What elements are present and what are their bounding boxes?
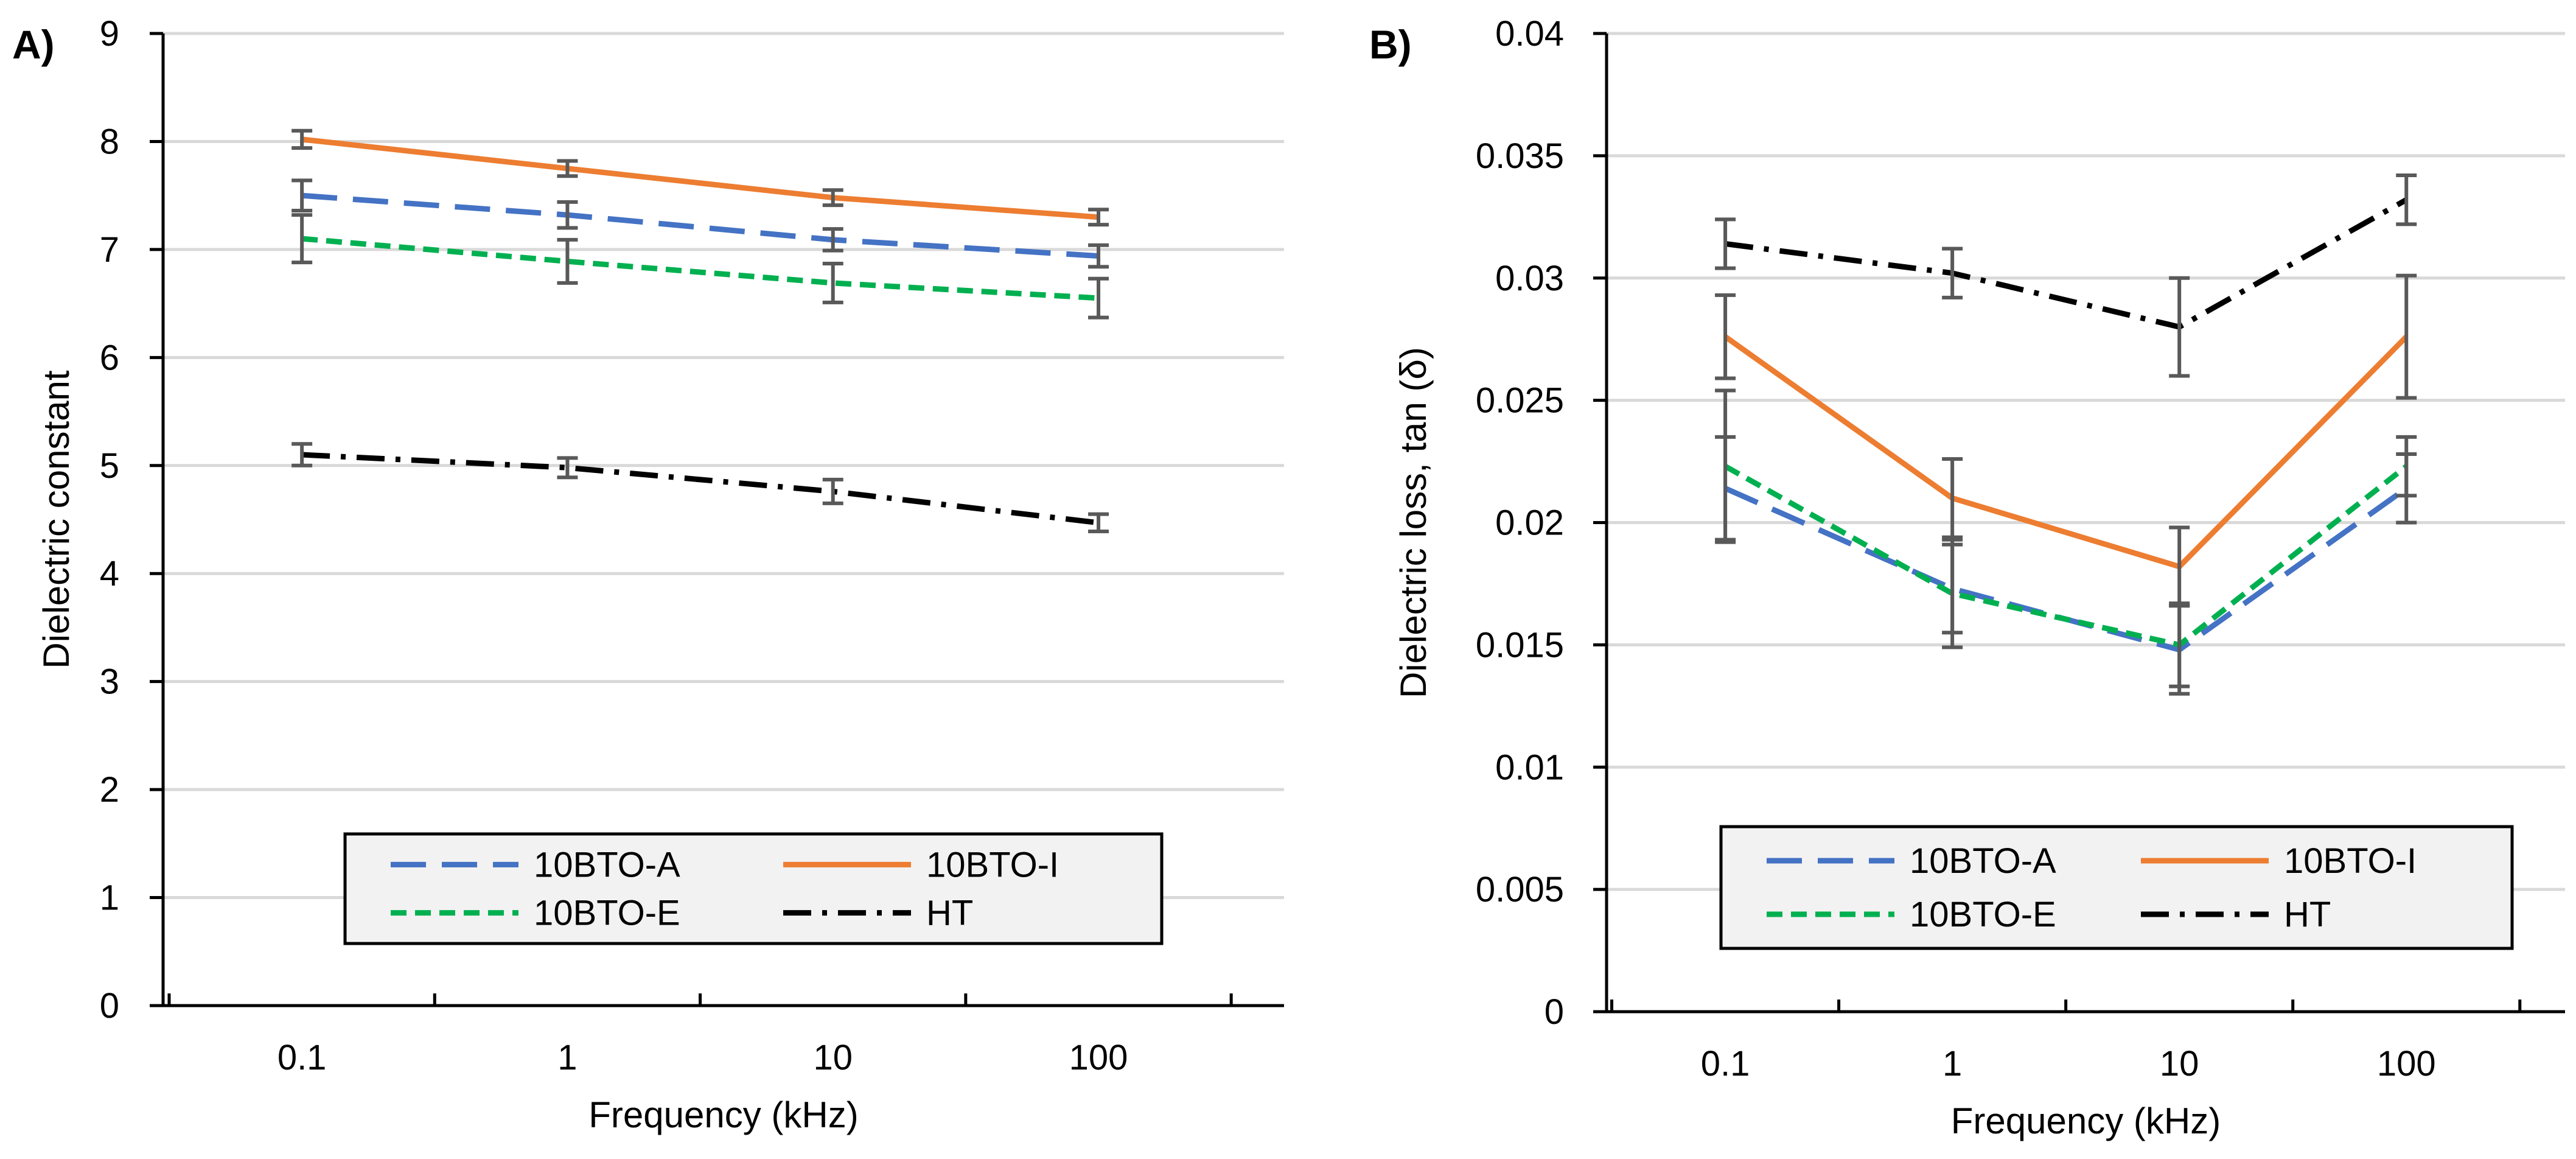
legend: 10BTO-A 10BTO-I 10BTO-E HT bbox=[343, 832, 1164, 945]
legend-label: 10BTO-I bbox=[926, 845, 1059, 884]
legend-label: HT bbox=[926, 894, 973, 933]
error-bar bbox=[822, 227, 843, 253]
error-bar bbox=[291, 178, 313, 213]
x-tick-label: 100 bbox=[1069, 1038, 1128, 1077]
error-bar bbox=[1942, 537, 1963, 650]
y-tick-label: 0.015 bbox=[1476, 625, 1564, 665]
error-bar bbox=[291, 442, 313, 467]
y-tick-label: 0 bbox=[1545, 992, 1564, 1032]
error-bar bbox=[557, 200, 578, 230]
error-bar bbox=[1942, 247, 1963, 299]
error-bar bbox=[1715, 217, 1736, 270]
error-bar bbox=[1715, 388, 1736, 544]
legend-item-10bto-a: 10BTO-A bbox=[1767, 841, 2056, 881]
error-bar bbox=[2169, 276, 2190, 378]
legend-item-10bto-a: 10BTO-A bbox=[391, 845, 680, 884]
y-tick-label: 0.04 bbox=[1495, 14, 1564, 54]
legend-item-10bto-e: 10BTO-E bbox=[391, 894, 680, 933]
error-bar bbox=[1088, 512, 1109, 534]
legend-label: HT bbox=[2284, 895, 2331, 934]
y-tick-label: 8 bbox=[100, 122, 119, 161]
legend-label: 10BTO-A bbox=[534, 845, 680, 884]
series-line-10bto-i bbox=[1723, 334, 2409, 570]
error-bar bbox=[822, 261, 843, 304]
legend-item-10bto-e: 10BTO-E bbox=[1767, 895, 2056, 934]
series-line-10bto-i bbox=[301, 136, 1099, 220]
error-bar bbox=[822, 188, 843, 208]
panel-label: B) bbox=[1369, 22, 1412, 67]
legend-item-10bto-i: 10BTO-I bbox=[2141, 841, 2417, 881]
legend-box bbox=[343, 832, 1164, 945]
x-tick-label: 10 bbox=[813, 1038, 853, 1077]
series-line-10bto-e bbox=[301, 236, 1099, 301]
y-tick-label: 9 bbox=[100, 14, 119, 54]
error-bar bbox=[2169, 601, 2190, 688]
legend-label: 10BTO-I bbox=[2284, 841, 2417, 881]
y-tick-label: 0.03 bbox=[1495, 259, 1564, 298]
error-bar bbox=[2396, 435, 2417, 498]
x-tick-label: 100 bbox=[2377, 1044, 2436, 1084]
x-tick-label: 0.1 bbox=[1701, 1044, 1750, 1084]
legend-label: 10BTO-E bbox=[534, 894, 680, 933]
error-bar bbox=[1088, 276, 1109, 320]
error-bar bbox=[1942, 457, 1963, 539]
y-tick-label: 2 bbox=[100, 770, 119, 810]
error-bar bbox=[822, 477, 843, 505]
x-tick-label: 1 bbox=[557, 1038, 577, 1077]
series-line-ht bbox=[301, 452, 1099, 526]
y-tick-label: 0 bbox=[100, 986, 119, 1026]
error-bar bbox=[291, 128, 313, 150]
error-bar bbox=[1715, 293, 1736, 380]
panel-label: A) bbox=[12, 22, 55, 67]
y-axis-title: Dielectric loss, tan (δ) bbox=[1393, 347, 1434, 698]
series-line-10bto-e bbox=[1723, 464, 2408, 648]
y-tick-label: 0.02 bbox=[1495, 503, 1564, 543]
series-line-ht bbox=[1725, 197, 2408, 330]
error-bar bbox=[557, 456, 578, 480]
error-bar bbox=[2396, 173, 2417, 226]
chart-panel-a: 0 1 2 3 4 5 6 7 8 9 0.1 1 10 100 Frequency (kHz) Dielec… bbox=[12, 14, 1284, 1135]
legend-label: 10BTO-E bbox=[1910, 895, 2056, 934]
chart-panel-b: 0 0.005 0.01 0.015 0.02 0.025 0.03 0.035 0.04 0.1… bbox=[1369, 14, 2565, 1141]
x-axis-title: Frequency (kHz) bbox=[588, 1094, 858, 1135]
series-line-10bto-a bbox=[301, 192, 1099, 259]
y-axis-title: Dielectric constant bbox=[36, 370, 77, 669]
x-tick-label: 10 bbox=[2160, 1044, 2199, 1084]
legend-item-10bto-i: 10BTO-I bbox=[783, 845, 1059, 884]
legend-item-ht: HT bbox=[783, 894, 973, 933]
y-tick-label: 5 bbox=[100, 446, 119, 486]
x-axis-title: Frequency (kHz) bbox=[1951, 1101, 2221, 1141]
x-tick-label: 1 bbox=[1942, 1044, 1962, 1084]
y-tick-label: 0.01 bbox=[1495, 748, 1564, 787]
error-bar bbox=[1088, 243, 1109, 269]
error-bar bbox=[291, 213, 313, 265]
y-tick-label: 0.025 bbox=[1476, 381, 1564, 421]
error-bar bbox=[2396, 273, 2417, 400]
error-bar bbox=[557, 159, 578, 178]
x-tick-label: 0.1 bbox=[277, 1038, 327, 1077]
y-tick-label: 3 bbox=[100, 662, 119, 702]
y-tick-label: 4 bbox=[100, 554, 119, 594]
y-tick-label: 6 bbox=[100, 338, 119, 377]
error-bar bbox=[1088, 208, 1109, 227]
y-tick-label: 0.035 bbox=[1476, 136, 1564, 176]
legend-label: 10BTO-A bbox=[1910, 841, 2056, 881]
legend-item-ht: HT bbox=[2141, 895, 2331, 934]
legend: 10BTO-A 10BTO-I 10BTO-E HT bbox=[1719, 825, 2514, 950]
y-tick-label: 1 bbox=[100, 878, 119, 918]
error-bar bbox=[557, 237, 578, 285]
legend-box bbox=[1719, 825, 2514, 950]
y-tick-label: 0.005 bbox=[1476, 870, 1564, 909]
y-tick-label: 7 bbox=[100, 230, 119, 270]
